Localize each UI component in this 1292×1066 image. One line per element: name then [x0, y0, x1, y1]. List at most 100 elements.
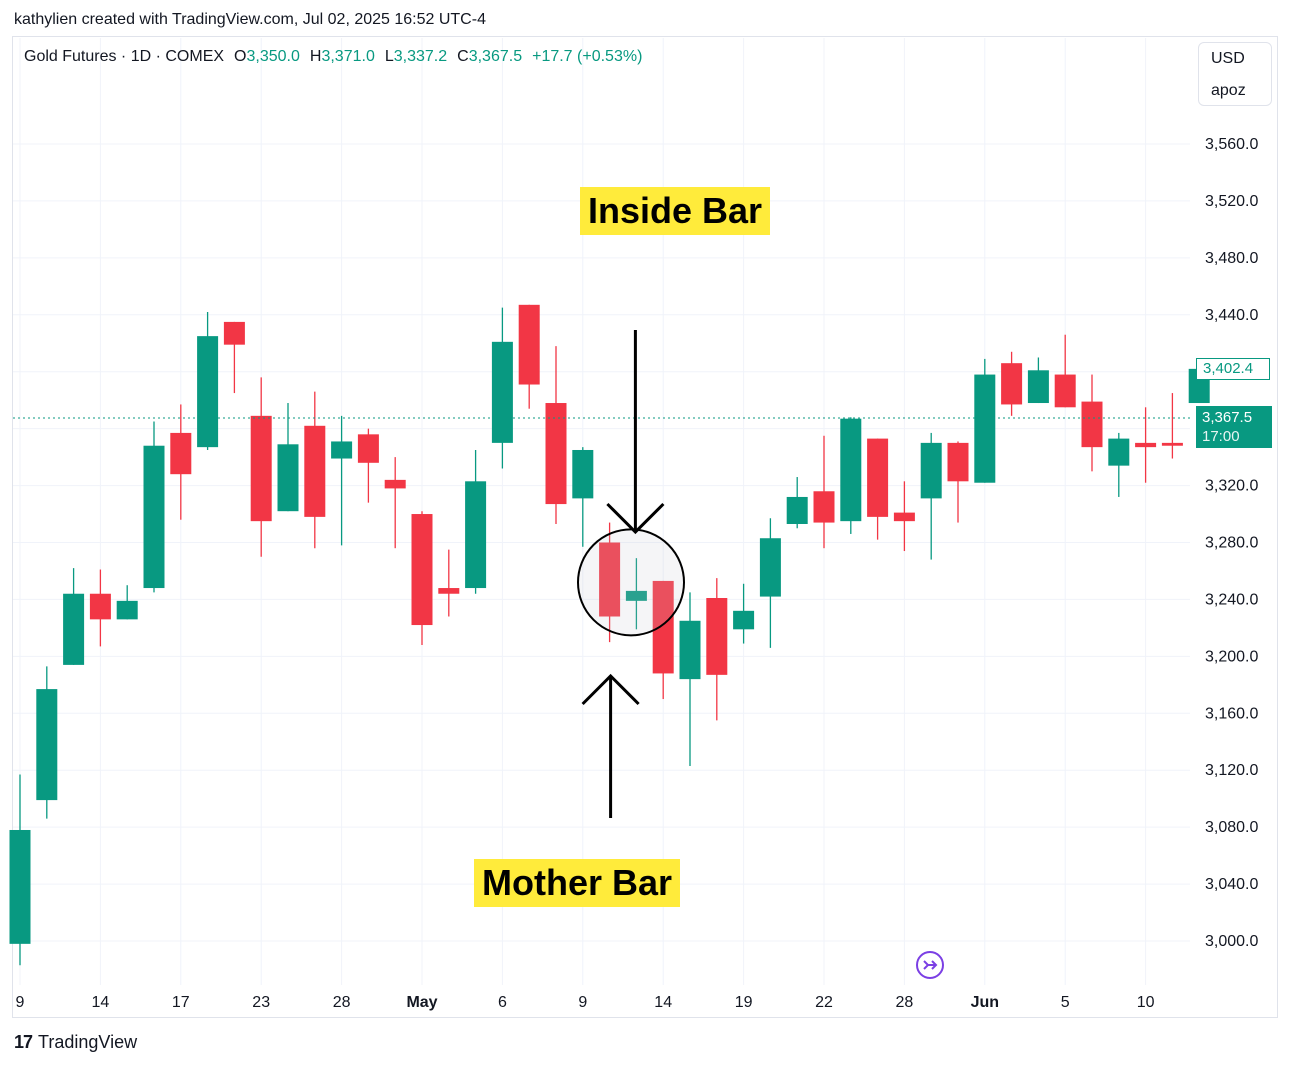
y-tick-label: 3,320.0 — [1205, 478, 1258, 495]
last-price-tag: 3,367.5 17:00 — [1196, 406, 1272, 448]
candle-body — [9, 829, 31, 944]
y-tick-label: 3,480.0 — [1205, 250, 1258, 267]
candle-body — [706, 598, 728, 675]
annotation-overlay — [13, 330, 1192, 979]
candle — [465, 449, 487, 594]
y-axis: 3,000.0 3,040.0 3,080.0 3,120.0 3,160.0 3,200… — [1205, 136, 1258, 950]
candle — [89, 569, 111, 647]
candle-body — [384, 479, 406, 489]
candle-body — [36, 689, 58, 801]
chart-frame — [12, 36, 1278, 1018]
close-label: C — [457, 48, 469, 65]
low-value: 3,337.2 — [393, 48, 448, 65]
candle-body — [679, 620, 701, 680]
y-tick-label: 3,440.0 — [1205, 307, 1258, 324]
candle-body — [867, 438, 889, 517]
candles — [9, 304, 1210, 966]
candle — [170, 404, 192, 520]
candle — [9, 774, 31, 966]
candle-body — [545, 403, 567, 505]
x-tick-label: 19 — [735, 994, 753, 1011]
x-tick-label: Jun — [971, 994, 999, 1011]
inside-bar-label: Inside Bar — [580, 187, 771, 235]
candle — [331, 415, 353, 546]
candle — [1081, 374, 1103, 472]
x-tick-label: 14 — [654, 994, 672, 1011]
inside-bar-arrowhead — [606, 502, 665, 535]
candle — [116, 585, 138, 620]
goto-realtime-icon-head — [931, 960, 938, 970]
candle — [491, 307, 513, 469]
candle — [920, 432, 942, 560]
candle — [250, 377, 272, 557]
upper-price-tag: 3,402.4 — [1196, 358, 1270, 380]
candle — [1027, 357, 1049, 404]
countdown-value: 17:00 — [1202, 428, 1240, 445]
candle — [223, 321, 245, 394]
candle-body — [1054, 374, 1076, 408]
candle — [786, 477, 808, 529]
candle-body — [250, 415, 272, 522]
x-tick-label: 9 — [578, 994, 587, 1011]
candle — [572, 447, 594, 547]
x-tick-label: 9 — [16, 994, 25, 1011]
y-tick-label: 3,200.0 — [1205, 648, 1258, 665]
candle — [733, 583, 755, 644]
high-value: 3,371.0 — [321, 48, 375, 65]
candle — [1161, 393, 1183, 459]
y-tick-label: 3,280.0 — [1205, 535, 1258, 552]
candle-body — [1108, 438, 1130, 466]
candle — [304, 391, 326, 549]
candle-body — [277, 444, 299, 512]
candle — [759, 518, 781, 648]
candle — [1054, 334, 1076, 408]
candle-body — [572, 449, 594, 499]
symbol-legend: Gold Futures · 1D · COMEX O3,350.0 H3,371.… — [24, 48, 642, 66]
y-tick-label: 3,160.0 — [1205, 705, 1258, 722]
chart-credit: kathylien created with TradingView.com, … — [14, 11, 486, 28]
candle-body — [599, 542, 621, 617]
currency-unit: USD — [1211, 50, 1245, 67]
candle-body — [1001, 363, 1023, 405]
x-tick-label: 28 — [333, 994, 351, 1011]
x-tick-label: 23 — [252, 994, 270, 1011]
x-tick-label: 6 — [498, 994, 507, 1011]
candle — [411, 511, 433, 645]
candle-body — [223, 321, 245, 345]
upper-price-value: 3,402.4 — [1203, 360, 1254, 377]
x-tick-label: 10 — [1137, 994, 1155, 1011]
candle — [947, 441, 969, 523]
high-label: H — [309, 48, 322, 65]
y-tick-label: 3,040.0 — [1205, 876, 1258, 893]
candle — [679, 592, 701, 766]
y-tick-label: 3,120.0 — [1205, 762, 1258, 779]
candle — [813, 435, 835, 549]
candle-body — [170, 432, 192, 475]
close-value: 3,367.5 — [468, 48, 523, 65]
candle-body — [491, 341, 513, 443]
candle — [143, 421, 165, 593]
currency-selector[interactable]: USD apoz — [1198, 42, 1272, 106]
candle-body — [840, 418, 862, 522]
candle-body — [893, 512, 915, 522]
candle-body — [1081, 401, 1103, 448]
candle-body — [465, 481, 487, 589]
candle — [1135, 407, 1157, 483]
open-value: 3,350.0 — [246, 48, 300, 65]
candle — [36, 666, 58, 819]
candle — [277, 403, 299, 512]
candle-body — [786, 496, 808, 524]
candle-body — [411, 514, 433, 626]
change-value: +17.7 (+0.53%) — [532, 48, 643, 65]
tradingview-logo[interactable]: 17 TradingView — [14, 1032, 137, 1053]
symbol-name: Gold Futures · 1D · COMEX — [24, 48, 225, 65]
candle — [652, 580, 674, 700]
candle — [384, 457, 406, 549]
candle-body — [652, 580, 674, 674]
highlight-circle — [577, 528, 685, 637]
candle — [706, 578, 728, 721]
y-tick-label: 3,000.0 — [1205, 933, 1258, 950]
tradingview-name: TradingView — [38, 1032, 138, 1052]
candle-body — [733, 610, 755, 630]
